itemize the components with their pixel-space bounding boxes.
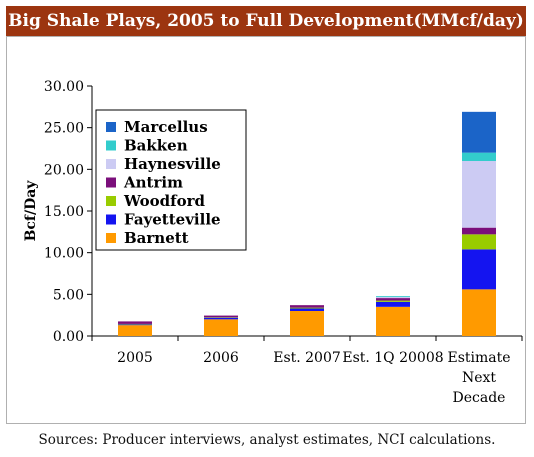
- legend-label-bakken: Bakken: [124, 137, 188, 155]
- legend-swatch-bakken: [106, 140, 116, 151]
- source-note: Sources: Producer interviews, analyst es…: [38, 432, 496, 448]
- bar-segment-woodford: [462, 234, 496, 250]
- y-tick-label: 15.00: [44, 204, 84, 220]
- y-tick-label: 10.00: [44, 246, 84, 262]
- bar-segment-fayetteville: [376, 301, 410, 307]
- chart: 0.00 5.00 10.00 15.00 20.00 25.00 30.00 Bcf/Day…: [23, 79, 523, 406]
- bar-segment-antrim: [118, 321, 152, 324]
- chart-legend: MarcellusBakkenHaynesvilleAntrimWoodford…: [95, 109, 247, 251]
- legend-swatch-fayetteville: [106, 214, 116, 225]
- legend-label-woodford: Woodford: [123, 192, 205, 210]
- legend-swatch-haynesville: [106, 159, 116, 169]
- bar-segment-fayetteville: [462, 249, 496, 290]
- x-tick-labels: 2005 2006 Est. 2007 Est. 1Q 20008 Estimate Ne…: [117, 350, 510, 406]
- chart-frame: [6, 36, 526, 424]
- bar-segment-barnett: [204, 319, 238, 336]
- bar-segment-woodford: [204, 317, 238, 318]
- bar-segment-antrim: [376, 298, 410, 301]
- legend-label-antrim: Antrim: [123, 174, 183, 192]
- legend-swatch-antrim: [106, 177, 116, 188]
- bar-segment-antrim: [204, 315, 238, 318]
- legend-label-fayetteville: Fayetteville: [124, 211, 221, 229]
- chart-title: Big Shale Plays, 2005 to Full Developmen…: [6, 6, 526, 36]
- bar-segment-bakken: [462, 152, 496, 161]
- legend-label-barnett: Barnett: [124, 229, 189, 247]
- x-tick-label: Est. 1Q 20008: [342, 350, 443, 366]
- y-tick-label: 0.00: [53, 329, 84, 345]
- bar-segment-woodford: [376, 300, 410, 302]
- legend-label-marcellus: Marcellus: [124, 118, 208, 136]
- bar-segment-fayetteville: [118, 324, 152, 326]
- legend-swatch-marcellus: [106, 122, 116, 132]
- bar-segment-haynesville: [376, 296, 410, 299]
- bar-segment-woodford: [290, 307, 324, 309]
- bar-segment-barnett: [376, 306, 410, 336]
- chart-axes: 0.00 5.00 10.00 15.00 20.00 25.00 30.00 Bcf/Day: [23, 79, 523, 345]
- x-tick-label: 2006: [203, 350, 239, 366]
- bar-segment-woodford: [118, 323, 152, 325]
- bar-segment-antrim: [462, 227, 496, 235]
- bar-segment-bakken: [376, 296, 410, 297]
- x-tick-label: Estimate: [447, 350, 510, 366]
- x-tick-label: Next: [462, 370, 496, 386]
- legend-label-haynesville: Haynesville: [124, 155, 221, 173]
- legend-swatch-woodford: [106, 196, 116, 206]
- bar-segment-barnett: [118, 325, 152, 336]
- bar-segment-haynesville: [462, 161, 496, 228]
- x-tick-label: Decade: [453, 390, 506, 406]
- y-tick-label: 25.00: [44, 121, 84, 137]
- bar-segment-barnett: [290, 311, 324, 336]
- bar-segment-fayetteville: [204, 317, 238, 320]
- bar-segment-antrim: [290, 305, 324, 308]
- legend-box: [95, 109, 247, 251]
- y-tick-label: 5.00: [53, 287, 84, 303]
- x-tick-label: Est. 2007: [273, 350, 341, 366]
- bar-segment-fayetteville: [290, 308, 324, 311]
- bar-segment-marcellus: [462, 111, 496, 153]
- y-axis-title: Bcf/Day: [23, 180, 39, 242]
- y-tick-label: 20.00: [44, 162, 84, 178]
- y-tick-label: 30.00: [44, 79, 84, 95]
- x-tick-label: 2005: [117, 350, 153, 366]
- chart-bars: [118, 111, 496, 336]
- legend-swatch-barnett: [106, 233, 116, 243]
- bar-segment-barnett: [462, 289, 496, 336]
